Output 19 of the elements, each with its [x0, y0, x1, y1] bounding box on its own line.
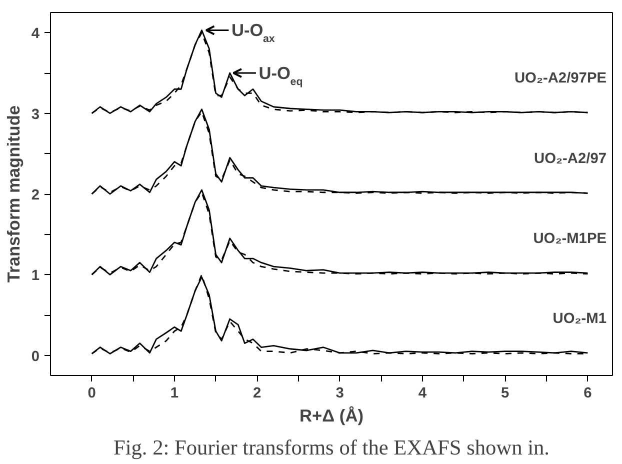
series-label: UO₂-M1: [552, 310, 607, 327]
y-tick-label: 4: [31, 26, 40, 42]
x-tick-label: 1: [170, 386, 179, 402]
y-tick-label: 1: [31, 268, 40, 284]
series-label: UO₂-M1PE: [533, 231, 607, 248]
y-tick-label: 3: [31, 106, 40, 123]
y-tick-label: 2: [31, 188, 40, 204]
x-tick-label: 4: [418, 386, 428, 402]
y-tick-label: 0: [31, 348, 40, 365]
x-tick-label: 3: [336, 386, 344, 402]
x-tick-label: 5: [500, 386, 510, 402]
x-tick-label: 6: [584, 386, 592, 402]
x-tick-label: 0: [88, 386, 96, 402]
series-label: UO₂-A2/97: [534, 151, 607, 168]
y-axis-title: Transform magnitude: [3, 105, 24, 283]
x-axis-title: R+Δ (Å): [300, 406, 364, 426]
series-label: UO₂-A2/97PE: [514, 70, 607, 87]
caption: Fig. 2: Fourier transforms of the EXAFS shown in.: [113, 436, 550, 460]
x-tick-label: 2: [253, 386, 262, 402]
